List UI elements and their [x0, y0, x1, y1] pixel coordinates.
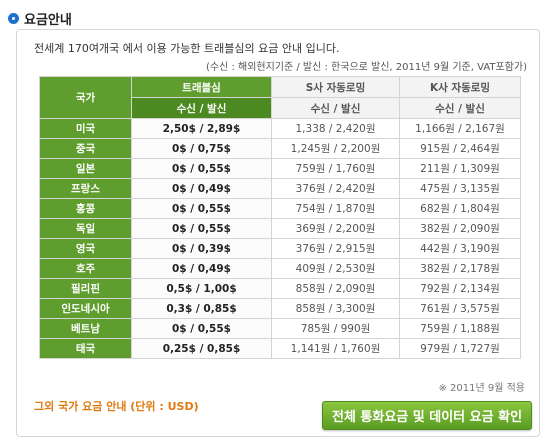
s-roaming-rate-cell: 1,338 / 2,420원 [271, 118, 400, 139]
table-row: 중국 0$ / 0,75$ 1,245원 / 2,200원 915원 / 2,464원 [39, 138, 521, 159]
k-roaming-rate-cell: 979원 / 1,727원 [399, 338, 521, 359]
k-roaming-rate-cell: 682원 / 1,804원 [399, 198, 521, 219]
k-roaming-rate-cell: 1,166원 / 2,167원 [399, 118, 521, 139]
travelsim-rate-cell: 0,5$ / 1,00$ [131, 278, 272, 299]
table-row: 인도네시아 0,3$ / 0,85$ 858원 / 3,300원 761원 / 3,5… [39, 298, 521, 319]
s-roaming-rate-cell: 1,141원 / 1,760원 [271, 338, 400, 359]
s-roaming-rate-cell: 369원 / 2,200원 [271, 218, 400, 239]
country-cell: 태국 [39, 338, 132, 359]
s-roaming-rate-cell: 759원 / 1,760원 [271, 158, 400, 179]
table-row: 영국 0$ / 0,39$ 376원 / 2,915원 442원 / 3,190원 [39, 238, 521, 259]
country-cell: 베트남 [39, 318, 132, 339]
k-roaming-rate-cell: 761원 / 3,575원 [399, 298, 521, 319]
travelsim-rate-cell: 0$ / 0,49$ [131, 258, 272, 279]
country-cell: 프랑스 [39, 178, 132, 199]
k-roaming-rate-cell: 915원 / 2,464원 [399, 138, 521, 159]
table-row: 독일 0$ / 0,55$ 369원 / 2,200원 382원 / 2,090원 [39, 218, 521, 239]
bullet-icon [8, 12, 19, 24]
s-roaming-rate-cell: 858원 / 3,300원 [271, 298, 400, 319]
check-all-rates-button[interactable]: 전체 통화요금 및 데이터 요금 확인 [322, 401, 532, 430]
s-roaming-rate-cell: 754원 / 1,870원 [271, 198, 400, 219]
travelsim-rate-cell: 0$ / 0,75$ [131, 138, 272, 159]
s-roaming-rate-cell: 785원 / 990원 [271, 318, 400, 339]
k-roaming-rate-cell: 792원 / 2,134원 [399, 278, 521, 299]
travelsim-rate-cell: 0,25$ / 0,85$ [131, 338, 272, 359]
travelsim-header: 트래블심 [131, 76, 272, 98]
s-roaming-header: S사 자동로밍 [271, 76, 400, 98]
travelsim-rate-cell: 0$ / 0,55$ [131, 218, 272, 239]
country-cell: 호주 [39, 258, 132, 279]
table-row: 홍콩 0$ / 0,55$ 754원 / 1,870원 682원 / 1,804원 [39, 198, 521, 219]
k-roaming-rate-cell: 442원 / 3,190원 [399, 238, 521, 259]
table-row: 태국 0,25$ / 0,85$ 1,141원 / 1,760원 979원 / 1,7… [39, 338, 521, 359]
travelsim-rate-cell: 0$ / 0,39$ [131, 238, 272, 259]
rate-table: 국가 트래블심 S사 자동로밍 K사 자동로밍 수신 / 발신 수신 / 발신 … [39, 76, 521, 359]
s-roaming-rate-cell: 376원 / 2,420원 [271, 178, 400, 199]
travelsim-rate-cell: 0$ / 0,49$ [131, 178, 272, 199]
table-row: 일본 0$ / 0,55$ 759원 / 1,760원 211원 / 1,309원 [39, 158, 521, 179]
table-row: 호주 0$ / 0,49$ 409원 / 2,530원 382원 / 2,178원 [39, 258, 521, 279]
country-cell: 홍콩 [39, 198, 132, 219]
intro-text: 전세계 170여개국 에서 이용 가능한 트래블심의 요금 안내 입니다. [34, 42, 340, 55]
table-row: 베트남 0$ / 0,55$ 785원 / 990원 759원 / 1,188원 [39, 318, 521, 339]
travelsim-rate-cell: 0$ / 0,55$ [131, 198, 272, 219]
k-roaming-rate-cell: 382원 / 2,178원 [399, 258, 521, 279]
table-row: 필리핀 0,5$ / 1,00$ 858원 / 2,090원 792원 / 2,134… [39, 278, 521, 299]
country-cell: 영국 [39, 238, 132, 259]
travelsim-subheader: 수신 / 발신 [131, 97, 272, 119]
k-roaming-rate-cell: 759원 / 1,188원 [399, 318, 521, 339]
country-header: 국가 [39, 76, 132, 119]
k-roaming-rate-cell: 475원 / 3,135원 [399, 178, 521, 199]
s-roaming-subheader: 수신 / 발신 [271, 97, 400, 119]
country-cell: 일본 [39, 158, 132, 179]
country-cell: 독일 [39, 218, 132, 239]
k-roaming-header: K사 자동로밍 [399, 76, 521, 98]
country-cell: 인도네시아 [39, 298, 132, 319]
country-cell: 필리핀 [39, 278, 132, 299]
travelsim-rate-cell: 0,3$ / 0,85$ [131, 298, 272, 319]
travelsim-rate-cell: 0$ / 0,55$ [131, 318, 272, 339]
k-roaming-rate-cell: 382원 / 2,090원 [399, 218, 521, 239]
rate-info-panel: 전세계 170여개국 에서 이용 가능한 트래블심의 요금 안내 입니다. (수… [16, 29, 540, 437]
s-roaming-rate-cell: 1,245원 / 2,200원 [271, 138, 400, 159]
k-roaming-rate-cell: 211원 / 1,309원 [399, 158, 521, 179]
country-cell: 중국 [39, 138, 132, 159]
table-row: 프랑스 0$ / 0,49$ 376원 / 2,420원 475원 / 3,135원 [39, 178, 521, 199]
s-roaming-rate-cell: 858원 / 2,090원 [271, 278, 400, 299]
s-roaming-rate-cell: 409원 / 2,530원 [271, 258, 400, 279]
country-cell: 미국 [39, 118, 132, 139]
k-roaming-subheader: 수신 / 발신 [399, 97, 521, 119]
other-countries-link[interactable]: 그외 국가 요금 안내 (단위 : USD) [34, 400, 199, 413]
criteria-note: (수신 : 해외현지기준 / 발신 : 한국으로 발신, 2011년 9월 기준… [205, 62, 527, 73]
table-row: 미국 2,50$ / 2,89$ 1,338 / 2,420원 1,166원 / 2,… [39, 118, 521, 139]
footnote: ※ 2011년 9월 적용 [438, 383, 525, 394]
section-title: 요금안내 [8, 8, 72, 28]
s-roaming-rate-cell: 376원 / 2,915원 [271, 238, 400, 259]
travelsim-rate-cell: 0$ / 0,55$ [131, 158, 272, 179]
travelsim-rate-cell: 2,50$ / 2,89$ [131, 118, 272, 139]
page-title: 요금안내 [24, 12, 72, 28]
